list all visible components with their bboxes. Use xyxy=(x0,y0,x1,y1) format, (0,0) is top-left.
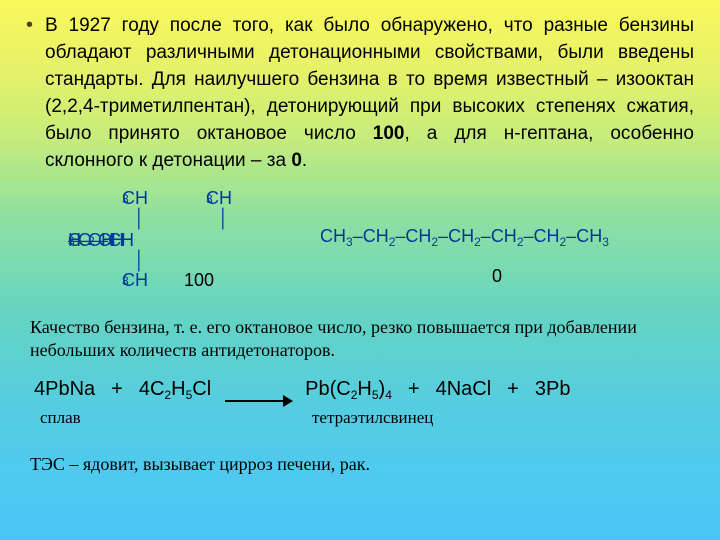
iso-sub-6: 3 xyxy=(122,274,129,288)
hep-ch2b: CH xyxy=(405,226,431,246)
hep-ch2a: CH xyxy=(363,226,389,246)
annotation-splav: сплав xyxy=(40,408,81,428)
t3-s4: 4 xyxy=(385,388,392,402)
hep-sub-2: 2 xyxy=(389,235,396,249)
hep-sub-1: 3 xyxy=(346,235,353,249)
hep-ch2c: CH xyxy=(448,226,474,246)
isooctane-formula: CH3 CH3 │ │ H3C–C–CH2–CH–CH3 │ CH3 100 xyxy=(68,188,308,308)
hep-ch3b: CH xyxy=(576,226,602,246)
iso-sub-2: 3 xyxy=(206,192,213,206)
t3a: Pb(C xyxy=(305,378,351,400)
heptane-chain: CH3–CH2–CH2–CH2–CH2–CH2–CH3 xyxy=(320,226,609,247)
plus-2: + xyxy=(408,378,420,401)
main-text: В 1927 году после того, как было обнаруж… xyxy=(45,12,694,174)
reaction-equation: 4PbNa + 4C2H5Cl Pb(C2H5)4 + 4NaCl + 3Pb … xyxy=(34,378,694,430)
quality-line2: небольших количеств антидетонаторов. xyxy=(30,339,694,362)
term-nacl: 4NaCl xyxy=(436,378,492,401)
hep-ch3a: CH xyxy=(320,226,346,246)
iso-bond-1: │ xyxy=(134,208,145,229)
main-text-part3: . xyxy=(302,150,307,171)
term-c2h5cl: 4C2H5Cl xyxy=(139,378,211,401)
term-pbna: 4PbNa xyxy=(34,378,95,401)
t2c: Cl xyxy=(192,378,211,400)
hep-ch2e: CH xyxy=(534,226,560,246)
t2-s2: 2 xyxy=(164,388,171,402)
plus-1: + xyxy=(111,378,123,401)
t3-s5: 5 xyxy=(372,388,379,402)
iso-bond-3: │ xyxy=(134,250,145,271)
iso-sub-5: 3 xyxy=(108,234,115,248)
term-pb: 3Pb xyxy=(535,378,571,401)
plus-3: + xyxy=(507,378,519,401)
heptane-formula: CH3–CH2–CH2–CH2–CH2–CH2–CH3 0 xyxy=(320,188,680,308)
main-paragraph: • В 1927 году после того, как было обнар… xyxy=(26,12,694,174)
annotation-tes: тетраэтилсвинец xyxy=(312,408,433,428)
t2a: 4C xyxy=(139,378,165,400)
t3b: H xyxy=(357,378,371,400)
structural-formulas: CH3 CH3 │ │ H3C–C–CH2–CH–CH3 │ CH3 100 C… xyxy=(68,188,694,308)
quality-text: Качество бензина, т. е. его октановое чи… xyxy=(30,316,694,362)
footer-text: ТЭС – ядовит, вызывает цирроз печени, ра… xyxy=(30,454,694,475)
quality-line1: Качество бензина, т. е. его октановое чи… xyxy=(30,316,694,339)
t3-s2: 2 xyxy=(351,388,358,402)
heptane-label: 0 xyxy=(492,266,502,287)
hep-ch2d: CH xyxy=(491,226,517,246)
octane-100: 100 xyxy=(373,123,405,144)
hep-sub-4: 2 xyxy=(474,235,481,249)
iso-sub-1: 3 xyxy=(122,192,129,206)
hep-sub-6: 2 xyxy=(560,235,567,249)
iso-bond-2: │ xyxy=(218,208,229,229)
t2-s5: 5 xyxy=(186,388,193,402)
term-pb-c2h5-4: Pb(C2H5)4 xyxy=(305,378,392,401)
hep-sub-3: 2 xyxy=(431,235,438,249)
iso-main-row: H3C–C–CH2–CH–CH3 xyxy=(68,230,108,251)
bullet-icon: • xyxy=(26,12,33,39)
hep-sub-7: 3 xyxy=(602,235,609,249)
hep-sub-5: 2 xyxy=(517,235,524,249)
iso-label: 100 xyxy=(184,270,214,291)
iso-sub-4: 2 xyxy=(88,234,95,248)
t2b: H xyxy=(171,378,185,400)
octane-0: 0 xyxy=(291,150,302,171)
